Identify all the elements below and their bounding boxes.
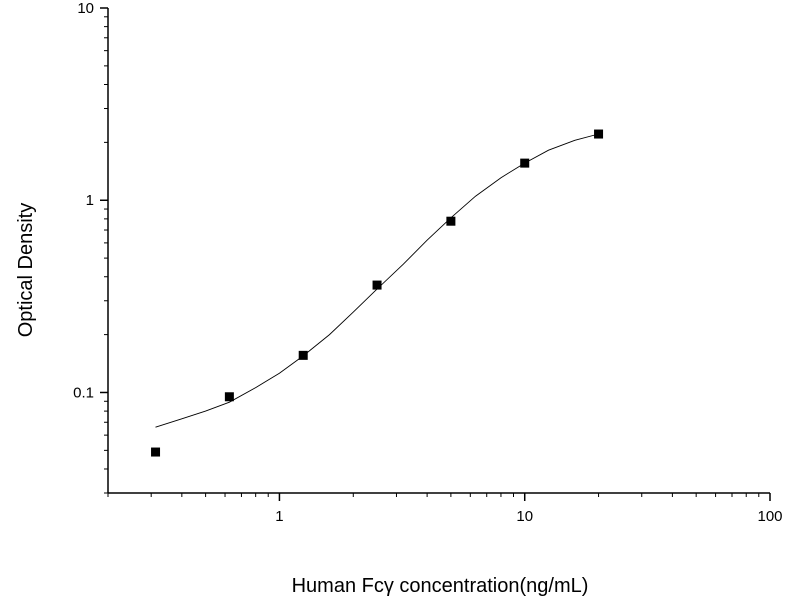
axes: 1 10 100 0.1 1 10 [73, 0, 782, 525]
data-points-layer [151, 129, 604, 457]
data-point [298, 350, 308, 360]
data-point [372, 280, 382, 290]
y-tick-label: 1 [86, 192, 94, 209]
y-tick-label: 0.1 [73, 384, 94, 401]
data-point [151, 447, 161, 457]
data-point [446, 216, 456, 226]
x-tick-label: 1 [275, 508, 283, 525]
x-tick-label: 100 [757, 508, 782, 525]
y-tick-label: 10 [77, 0, 94, 17]
data-point [520, 158, 530, 168]
y-axis-title: Optical Density [15, 203, 37, 338]
x-tick-label: 10 [516, 508, 533, 525]
data-point [594, 129, 604, 139]
data-point [224, 392, 234, 402]
x-axis-title: Human Fcγ concentration(ng/mL) [292, 575, 589, 597]
